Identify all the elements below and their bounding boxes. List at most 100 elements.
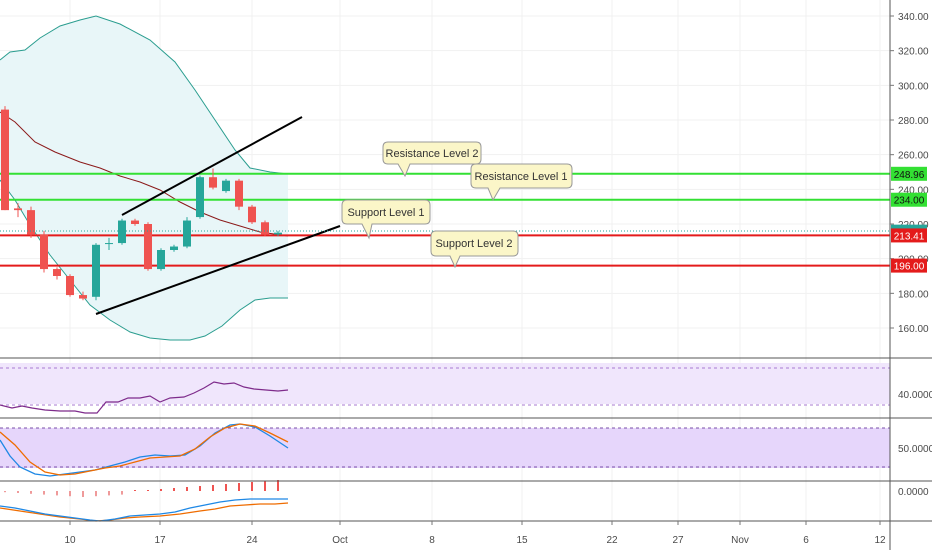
callout-resistance-1-text: Resistance Level 1 <box>475 171 568 183</box>
macd-histogram <box>4 480 279 497</box>
candle-body[interactable] <box>196 177 204 218</box>
macd-bar <box>225 484 227 491</box>
macd-bar <box>43 491 45 495</box>
candle-body[interactable] <box>118 220 126 244</box>
stoch-panel-background <box>0 428 890 468</box>
price-tick-label: 340.00 <box>898 12 929 23</box>
macd-line <box>0 498 288 522</box>
price-tag-text: 196.00 <box>894 262 925 273</box>
time-tick-label: 6 <box>803 535 809 546</box>
candle-body[interactable] <box>235 180 243 207</box>
candle-body[interactable] <box>170 246 178 250</box>
callout-resistance-1[interactable]: Resistance Level 1 <box>470 163 573 202</box>
rsi-panel-background <box>0 363 890 404</box>
macd-bar <box>30 491 32 494</box>
candle-body[interactable] <box>131 220 139 224</box>
macd-bar <box>121 491 123 495</box>
macd-bar <box>277 480 279 491</box>
time-tick-label: 10 <box>64 535 76 546</box>
callout-resistance-2[interactable]: Resistance Level 2 <box>382 141 482 178</box>
candle-body[interactable] <box>248 206 256 223</box>
time-tick-label: 27 <box>672 535 684 546</box>
macd-bar <box>264 481 266 491</box>
price-tag-bg <box>891 192 927 207</box>
macd-bar <box>69 491 71 497</box>
candle-body[interactable] <box>274 232 282 235</box>
upper-trendline[interactable] <box>121 116 303 216</box>
price-tick-label: 320.00 <box>898 47 929 58</box>
candle-body[interactable] <box>261 222 269 235</box>
candle-body[interactable] <box>183 220 191 247</box>
candle-body[interactable] <box>209 177 217 188</box>
candle-body[interactable] <box>222 180 230 192</box>
time-axis[interactable]: 10 17 24 Oct 8 15 22 27 Nov 6 12 <box>64 521 886 546</box>
callout-support-1-text: Support Level 1 <box>347 207 424 219</box>
time-tick-label: Nov <box>731 535 749 546</box>
macd-bar <box>199 486 201 491</box>
rsi-axis-label: 40.0000 <box>898 390 932 401</box>
candle-body[interactable] <box>66 276 74 296</box>
bollinger-upper-band <box>0 15 289 175</box>
macd-bar <box>4 491 6 493</box>
price-tick-label: 260.00 <box>898 151 929 162</box>
macd-bar <box>147 490 149 491</box>
price-tag-bg <box>891 258 927 273</box>
macd-bar <box>212 485 214 491</box>
bollinger-band-fill <box>0 16 288 340</box>
lower-trendline[interactable] <box>95 225 341 315</box>
macd-bar <box>82 491 84 497</box>
time-tick-label: 17 <box>154 535 166 546</box>
time-tick-label: Oct <box>332 535 348 546</box>
macd-bar <box>238 483 240 491</box>
price-tick-label: 300.00 <box>898 81 929 92</box>
candle-body[interactable] <box>1 109 9 211</box>
candle-body[interactable] <box>157 250 165 270</box>
time-tick-label: 24 <box>246 535 258 546</box>
macd-bar <box>95 491 97 497</box>
callouts-group: Resistance Level 2 Resistance Level 1 Su… <box>341 141 573 269</box>
price-tag-text: 248.96 <box>894 170 925 181</box>
time-tick-label: 8 <box>429 535 435 546</box>
callout-resistance-2-text: Resistance Level 2 <box>386 148 479 160</box>
macd-bar <box>186 487 188 491</box>
macd-bar <box>108 491 110 496</box>
candle-body[interactable] <box>27 210 35 235</box>
macd-bar <box>173 488 175 491</box>
macd-bar <box>251 482 253 491</box>
candle-body[interactable] <box>40 234 48 270</box>
macd-bar <box>17 491 19 493</box>
moving-average-line <box>0 111 289 237</box>
time-tick-label: 15 <box>516 535 528 546</box>
macd-bar <box>56 491 58 496</box>
candle-body[interactable] <box>53 269 61 276</box>
price-tag-text: 234.00 <box>894 196 925 207</box>
price-tick-label: 280.00 <box>898 116 929 127</box>
candle-body[interactable] <box>14 208 22 211</box>
price-tag-bg <box>891 228 927 243</box>
stoch-d-line <box>0 423 289 476</box>
candle-body[interactable] <box>105 243 113 245</box>
callout-support-2[interactable]: Support Level 2 <box>430 230 519 269</box>
price-tick-label: 240.00 <box>898 185 929 196</box>
price-tick-label: 180.00 <box>898 289 929 300</box>
price-tag-text: 213.41 <box>894 231 925 242</box>
macd-axis-label: 0.0000 <box>898 487 929 498</box>
macd-signal-line <box>0 502 289 522</box>
price-tick-label: 160.00 <box>898 324 929 335</box>
callout-support-1[interactable]: Support Level 1 <box>341 199 431 240</box>
time-tick-label: 22 <box>606 535 618 546</box>
time-tick-label: 12 <box>874 535 886 546</box>
candle-body[interactable] <box>79 295 87 299</box>
stoch-axis-label: 50.0000 <box>898 444 932 455</box>
candle-body[interactable] <box>144 224 152 270</box>
price-tag-bg <box>891 166 927 181</box>
callout-support-2-text: Support Level 2 <box>435 238 512 250</box>
rsi-line <box>0 381 289 414</box>
candles-group <box>1 106 282 301</box>
macd-bar <box>160 489 162 491</box>
macd-bar <box>134 490 136 491</box>
candle-body[interactable] <box>92 244 100 297</box>
